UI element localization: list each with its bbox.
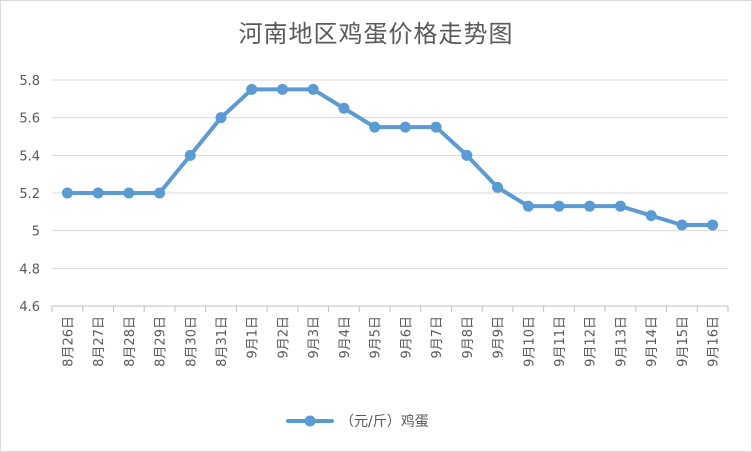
x-tick-label: 9月16日 bbox=[707, 316, 722, 367]
data-point bbox=[184, 149, 196, 161]
x-axis bbox=[51, 305, 729, 312]
data-point bbox=[369, 121, 381, 133]
legend: （元/斤）鸡蛋 bbox=[286, 413, 429, 430]
x-tick-label: 9月1日 bbox=[246, 316, 261, 359]
legend-point-marker bbox=[304, 415, 316, 427]
data-point bbox=[246, 83, 258, 95]
data-point bbox=[584, 200, 596, 212]
data-point bbox=[707, 219, 719, 231]
y-tick-label: 4.8 bbox=[19, 262, 40, 277]
x-tick-label: 9月9日 bbox=[492, 316, 507, 359]
x-tick-label: 9月13日 bbox=[614, 316, 629, 367]
x-tick-label: 9月3日 bbox=[307, 316, 322, 359]
x-tick-label: 9月11日 bbox=[553, 316, 568, 367]
x-tick-label: 9月14日 bbox=[645, 316, 660, 367]
y-tick-label: 5.6 bbox=[19, 112, 40, 127]
y-tick-label: 5.2 bbox=[19, 187, 40, 202]
x-tick-label: 9月12日 bbox=[584, 316, 599, 367]
x-tick-label: 8月28日 bbox=[123, 316, 138, 367]
x-tick-label: 8月26日 bbox=[61, 316, 76, 367]
data-point bbox=[215, 112, 227, 124]
chart-title: 河南地区鸡蛋价格走势图 bbox=[238, 20, 514, 48]
series-line bbox=[65, 87, 715, 228]
data-point bbox=[645, 210, 657, 222]
y-tick-label: 5 bbox=[32, 225, 40, 240]
data-point bbox=[614, 200, 626, 212]
data-point bbox=[154, 187, 166, 199]
data-point bbox=[338, 102, 350, 114]
x-tick-label: 9月6日 bbox=[399, 316, 414, 359]
data-point bbox=[276, 83, 288, 95]
x-axis-ticks: 8月26日 8月27日 8月28日 8月29日 8月30日 8月31日 9月1日 9月2日 9月… bbox=[61, 316, 721, 367]
y-tick-label: 5.8 bbox=[19, 74, 40, 89]
x-tick-label: 9月4日 bbox=[338, 316, 353, 359]
data-point bbox=[307, 83, 319, 95]
data-point bbox=[676, 219, 688, 231]
y-axis-ticks: 4.6 4.8 5 5.2 5.4 5.6 5.8 bbox=[19, 74, 40, 315]
data-point bbox=[61, 187, 73, 199]
data-point bbox=[461, 149, 473, 161]
data-point bbox=[430, 121, 442, 133]
y-tick-label: 5.4 bbox=[19, 149, 40, 164]
data-point bbox=[92, 187, 104, 199]
gridlines bbox=[52, 79, 728, 269]
x-tick-label: 9月10日 bbox=[522, 316, 537, 367]
x-tick-label: 9月2日 bbox=[276, 316, 291, 359]
x-tick-label: 9月8日 bbox=[461, 316, 476, 359]
data-point bbox=[522, 200, 534, 212]
x-tick-label: 8月27日 bbox=[92, 316, 107, 367]
x-tick-label: 9月5日 bbox=[369, 316, 384, 359]
x-tick-label: 9月7日 bbox=[430, 316, 445, 359]
series-group bbox=[61, 83, 719, 231]
data-point bbox=[399, 121, 411, 133]
x-tick-label: 8月31日 bbox=[215, 316, 230, 367]
data-point bbox=[492, 181, 504, 193]
data-point bbox=[553, 200, 565, 212]
legend-label: （元/斤）鸡蛋 bbox=[340, 413, 429, 430]
y-tick-label: 4.6 bbox=[19, 300, 40, 315]
x-tick-label: 9月15日 bbox=[676, 316, 691, 367]
x-tick-label: 8月30日 bbox=[184, 316, 199, 367]
x-tick-label: 8月29日 bbox=[154, 316, 169, 367]
data-point bbox=[123, 187, 135, 199]
